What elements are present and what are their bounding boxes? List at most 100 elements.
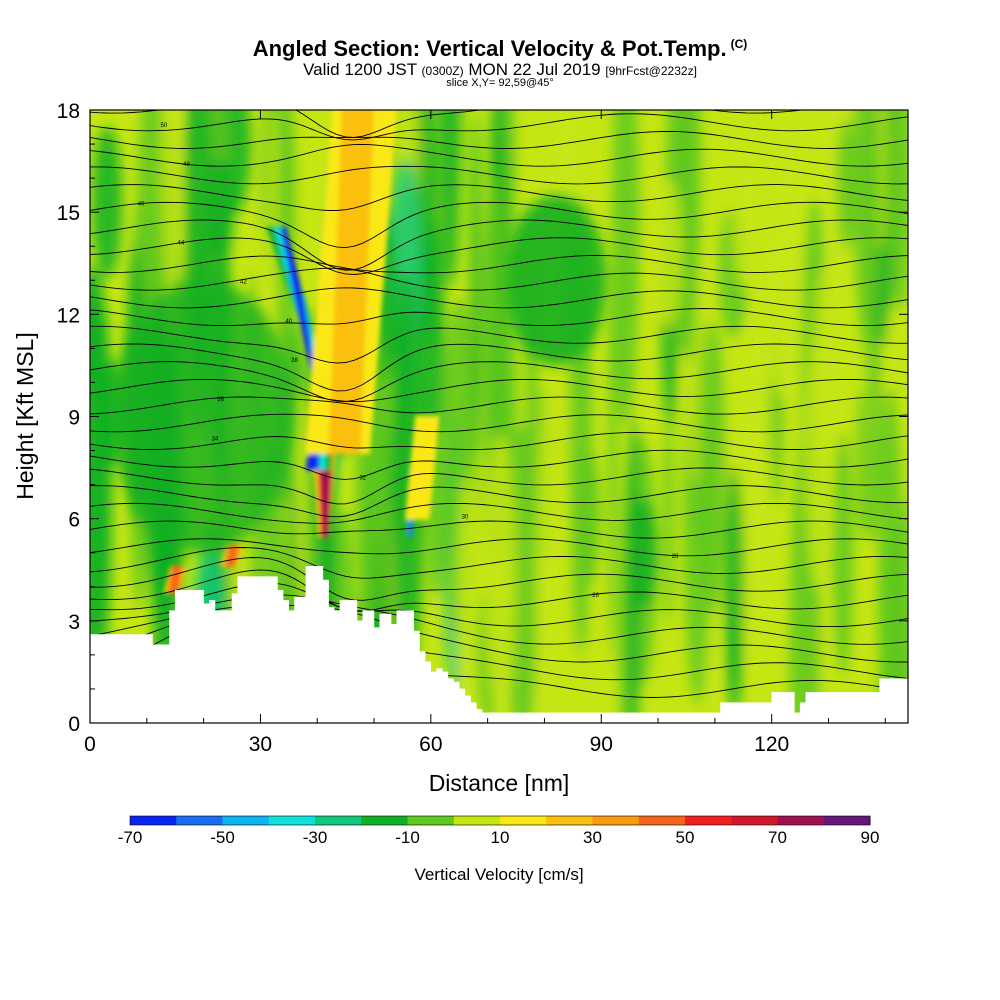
- feature-plume: [220, 545, 244, 567]
- isentrope-line: [90, 267, 908, 291]
- field-streak: [856, 387, 867, 539]
- isentrope-line: [90, 287, 908, 309]
- isentrope-line: [90, 396, 908, 415]
- isentrope-line: [90, 502, 908, 524]
- isentrope-line: [90, 467, 908, 505]
- field-streak: [90, 264, 107, 703]
- isentrope-label: 28: [672, 554, 679, 560]
- field-streak: [663, 414, 674, 628]
- isentrope-line: [90, 113, 908, 141]
- field-streak: [732, 153, 759, 289]
- colorbar-frame: [129, 815, 871, 826]
- feature-band: [169, 566, 181, 594]
- colorbar-swatch: [592, 816, 640, 825]
- isentrope-line: [90, 143, 908, 167]
- isentrope-line: [90, 604, 908, 663]
- colorbar-tick-label: 50: [676, 828, 695, 847]
- subtitle-forecast: [9hrFcst@2232z]: [605, 64, 697, 78]
- colorbar-swatch: [268, 816, 316, 825]
- colorbar-swatch: [777, 816, 825, 825]
- x-tick-label: 90: [590, 733, 613, 756]
- colorbar-tick-label: -30: [303, 828, 328, 847]
- chart-title: Angled Section: Vertical Velocity & Pot.…: [0, 36, 1000, 62]
- colorbar-swatch: [638, 816, 686, 825]
- field-streak: [781, 110, 800, 368]
- field-streak: [836, 118, 856, 250]
- colorbar-tick-label: 30: [583, 828, 602, 847]
- y-tick-label: 9: [68, 407, 80, 430]
- field-streak: [880, 524, 908, 722]
- field-patch: [112, 280, 295, 553]
- colorbar-swatch: [453, 816, 501, 825]
- isentrope-label: 42: [240, 280, 247, 286]
- field-streak: [392, 366, 407, 551]
- feature-band: [413, 415, 431, 520]
- y-tick-label: 3: [68, 611, 80, 634]
- field-patch: [504, 195, 607, 366]
- isentrope-line: [90, 343, 908, 392]
- field-streak: [481, 178, 509, 517]
- isentrope-line: [90, 184, 908, 211]
- isentrope-line: [90, 325, 908, 364]
- field-streak: [470, 110, 481, 463]
- convective-features: [163, 110, 440, 594]
- chart-subtitle: Valid 1200 JST (0300Z) MON 22 Jul 2019 […: [0, 60, 1000, 80]
- isentrope-line: [90, 254, 908, 274]
- colorbar-swatch: [130, 816, 177, 825]
- colorbar-tick-label: 10: [491, 828, 510, 847]
- field-streak: [629, 498, 658, 610]
- field-streak: [612, 110, 640, 425]
- isentrope-line: [90, 538, 908, 557]
- y-tick-label: 6: [68, 509, 80, 532]
- colorbar-tick-label: -50: [210, 828, 235, 847]
- field-streak: [698, 320, 726, 613]
- colorbar: -70 -50 -30 -10 10 30 50 70 90: [118, 815, 880, 847]
- colorbar-swatch: [315, 816, 362, 825]
- field-streak: [832, 431, 854, 675]
- isentrope-line: [90, 201, 908, 249]
- field-streak: [536, 395, 555, 723]
- colorbar-tick-label: 90: [861, 828, 880, 847]
- slice-label: slice X,Y= 92,59@45°: [446, 77, 554, 89]
- isentrope-line: [90, 308, 908, 327]
- terrain: [90, 566, 908, 723]
- isentrope-label: 26: [592, 593, 599, 599]
- x-tick-label: 60: [419, 733, 442, 756]
- isentrope-line: [90, 569, 908, 612]
- isentrope-line: [90, 582, 908, 628]
- isentrope-line: [90, 557, 908, 601]
- field-streak: [91, 126, 123, 279]
- feature-band: [226, 545, 238, 567]
- isentrope-line: [90, 237, 908, 275]
- isentrope-label: 36: [217, 397, 224, 403]
- colorbar-swatch: [823, 816, 871, 825]
- subtitle-date: MON 22 Jul 2019: [468, 60, 601, 79]
- isentrope-label: 34: [212, 436, 219, 442]
- colorbar-swatch: [731, 816, 778, 825]
- isentrope-line: [90, 432, 908, 451]
- x-tick-label: 0: [84, 733, 96, 756]
- field-streak: [208, 158, 234, 262]
- field-streak: [724, 466, 745, 719]
- isentrope-line: [90, 485, 908, 518]
- isentrope-label: 40: [285, 319, 292, 325]
- x-tick-label: 30: [249, 733, 272, 756]
- field-streak: [161, 110, 181, 343]
- isentrope-label: 30: [462, 515, 469, 521]
- isentrope-line: [90, 219, 908, 271]
- y-tick-label: 0: [68, 713, 80, 736]
- isentrope-line: [90, 413, 908, 433]
- subtitle-utc-time: (0300Z): [421, 64, 464, 78]
- colorbar-swatch: [361, 816, 408, 825]
- isentrope-line: [90, 594, 908, 645]
- field-streak: [579, 449, 600, 584]
- feature-plume: [304, 110, 398, 455]
- isentrope-line: [90, 165, 908, 185]
- field-streak: [420, 215, 446, 464]
- isentrope-line: [90, 378, 908, 403]
- colorbar-swatch: [222, 816, 270, 825]
- field-streak: [812, 263, 842, 485]
- colorbar-swatch: [176, 816, 223, 825]
- isentrope-label: 46: [138, 201, 145, 207]
